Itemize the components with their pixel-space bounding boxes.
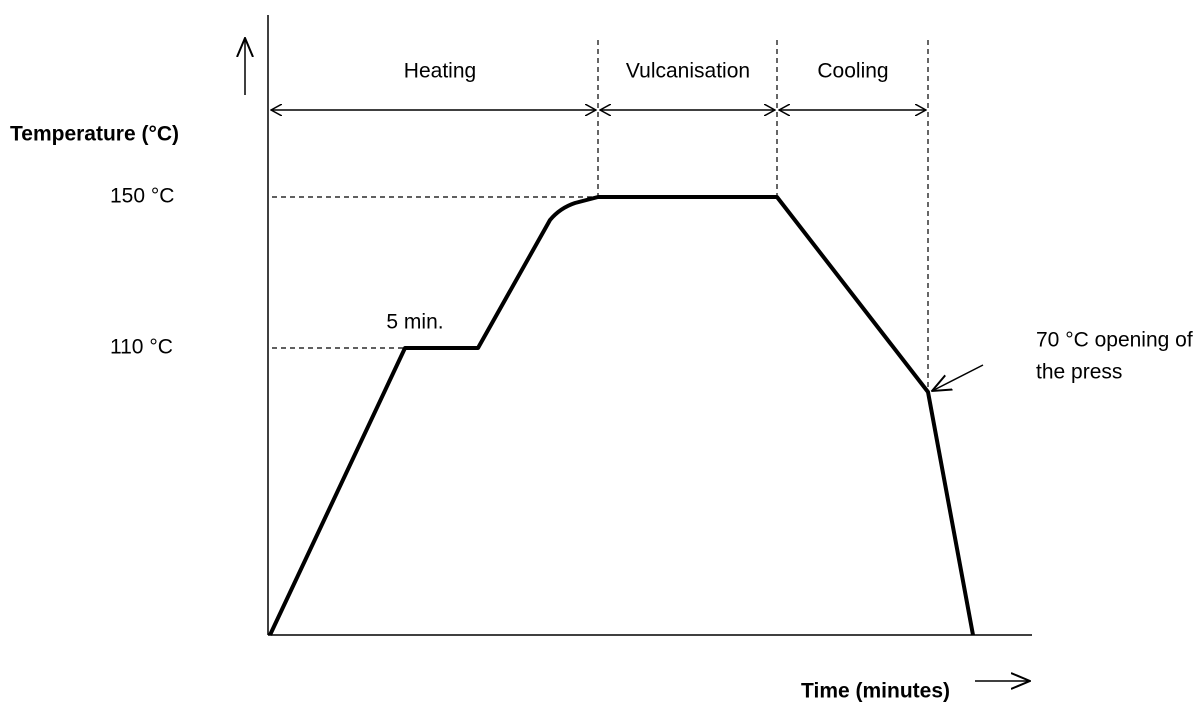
y-axis-label: Temperature (°C)	[10, 123, 179, 146]
phase-label: Cooling	[817, 60, 888, 83]
annotation-arrow	[932, 364, 984, 391]
opening-annotation: the press	[1036, 361, 1122, 384]
opening-annotation: 70 °C opening of	[1036, 329, 1193, 352]
x-axis-label: Time (minutes)	[801, 680, 950, 703]
level-label: 110 °C	[110, 336, 173, 359]
phase-label: Vulcanisation	[626, 60, 750, 83]
phase-label: Heating	[404, 60, 476, 83]
temperature-profile	[268, 195, 975, 636]
level-label: 150 °C	[110, 185, 174, 208]
hold-annotation: 5 min.	[386, 311, 443, 334]
